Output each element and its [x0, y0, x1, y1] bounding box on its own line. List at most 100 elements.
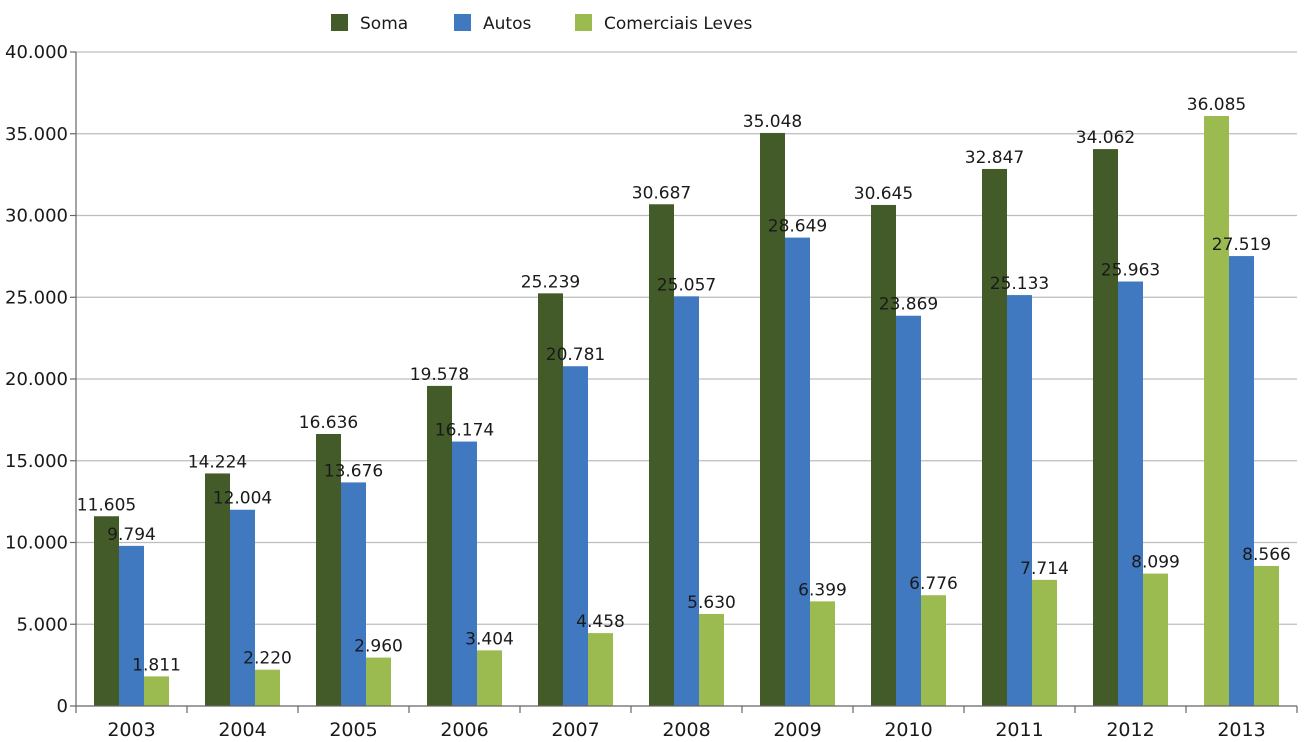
bar-comerciais-leves-2009	[810, 601, 835, 706]
bar-autos-2013	[1229, 256, 1254, 706]
data-label: 34.062	[1076, 128, 1135, 148]
x-tick-label: 2006	[440, 719, 488, 741]
data-label: 4.458	[576, 612, 625, 632]
x-tick-label: 2010	[884, 719, 932, 741]
x-tick-label: 2012	[1106, 719, 1154, 741]
bar-autos-2003	[119, 545, 144, 706]
legend-item: Comerciais Leves	[575, 14, 753, 34]
bar-autos-2005	[341, 482, 366, 706]
y-axis: 0 5.000 10.000 15.000 20.000 25.000 30.000 35.0…	[5, 42, 77, 717]
data-label: 23.869	[879, 295, 938, 315]
legend-swatch	[454, 14, 471, 31]
data-label: 25.963	[1101, 261, 1160, 281]
data-label: 6.399	[798, 580, 847, 600]
bar-comerciais-leves-2011	[1032, 579, 1057, 706]
bar-comerciais-leves-2005	[366, 657, 391, 706]
data-label: 30.687	[632, 183, 691, 203]
x-axis: 2003 2004 2005 2006 2007 2008 2009 2010 2011 2012…	[75, 705, 1298, 741]
legend-swatch	[575, 14, 592, 31]
legend-label: Autos	[483, 14, 531, 34]
data-label: 16.636	[299, 413, 358, 433]
bar-soma-2007	[538, 293, 563, 706]
bar-autos-2011	[1007, 295, 1032, 706]
bar-comerciais-leves-2013	[1254, 565, 1279, 706]
bar-soma-2005	[316, 434, 341, 706]
bars	[94, 116, 1279, 707]
bar-autos-2009	[785, 237, 810, 706]
data-labels: 11.605 9.794 1.811 14.224 12.004 2.220 16.636 1…	[77, 95, 1291, 675]
x-tick-label: 2008	[662, 719, 710, 741]
bar-autos-2010	[896, 315, 921, 706]
legend-item: Autos	[454, 14, 531, 34]
data-label: 8.566	[1242, 545, 1291, 565]
data-label: 32.847	[965, 148, 1024, 168]
bar-soma-2012	[1093, 149, 1118, 706]
bar-comerciais-leves-2008	[699, 613, 724, 706]
bar-soma-2004	[205, 473, 230, 706]
chart-legend: Soma Autos Comerciais Leves	[331, 14, 753, 34]
y-tick-label: 30.000	[5, 206, 68, 227]
bar-soma-2003	[94, 516, 119, 706]
x-tick-label: 2009	[773, 719, 821, 741]
data-label: 5.630	[687, 593, 736, 613]
data-label: 20.781	[546, 345, 605, 365]
bar-autos-2006	[452, 441, 477, 706]
bar-comerciais-leves-2003	[144, 676, 169, 706]
legend-label: Comerciais Leves	[604, 14, 753, 34]
y-tick-label: 25.000	[5, 287, 68, 308]
bar-comerciais-leves-2010	[921, 595, 946, 706]
bar-comerciais-leves-2006	[477, 650, 502, 706]
legend-swatch	[331, 14, 348, 31]
data-label: 35.048	[743, 112, 802, 132]
data-label: 6.776	[909, 574, 958, 594]
y-tick-label: 40.000	[5, 42, 68, 63]
data-label: 9.794	[107, 525, 156, 545]
y-tick-label: 35.000	[5, 124, 68, 145]
data-label: 1.811	[132, 655, 181, 675]
x-tick-label: 2005	[329, 719, 377, 741]
y-tick-label: 0	[57, 696, 68, 717]
data-label: 2.960	[354, 637, 403, 657]
bar-autos-2012	[1118, 281, 1143, 706]
legend-item: Soma	[331, 14, 408, 34]
bar-soma-2006	[427, 385, 452, 706]
x-tick-label: 2007	[551, 719, 599, 741]
bar-soma-2009	[760, 132, 785, 706]
x-tick-label: 2004	[218, 719, 266, 741]
data-label: 16.174	[435, 421, 494, 441]
x-tick-label: 2003	[107, 719, 155, 741]
data-label: 25.239	[521, 272, 580, 292]
bar-soma-2011	[982, 168, 1007, 707]
data-label: 36.085	[1187, 95, 1246, 115]
bar-autos-2004	[230, 509, 255, 706]
bar-autos-2008	[674, 296, 699, 706]
bar-soma-2013	[1204, 116, 1229, 706]
data-label: 7.714	[1020, 559, 1069, 579]
x-tick-label: 2011	[995, 719, 1043, 741]
data-label: 3.404	[465, 629, 514, 649]
bar-comerciais-leves-2012	[1143, 573, 1168, 706]
x-tick-label: 2013	[1217, 719, 1265, 741]
bar-comerciais-leves-2007	[588, 633, 613, 706]
data-label: 28.649	[768, 217, 827, 237]
y-tick-label: 10.000	[5, 533, 68, 554]
y-tick-label: 20.000	[5, 369, 68, 390]
data-label: 19.578	[410, 365, 469, 385]
bar-soma-2010	[871, 204, 896, 706]
bar-comerciais-leves-2004	[255, 669, 280, 706]
data-label: 11.605	[77, 495, 136, 515]
data-label: 30.645	[854, 184, 913, 204]
bar-soma-2008	[649, 204, 674, 706]
y-tick-label: 15.000	[5, 451, 68, 472]
data-label: 25.133	[990, 274, 1049, 294]
y-tick-label: 5.000	[16, 614, 68, 635]
data-label: 25.057	[657, 275, 716, 295]
data-label: 8.099	[1131, 553, 1180, 573]
data-label: 2.220	[243, 649, 292, 669]
data-label: 14.224	[188, 452, 247, 472]
data-label: 12.004	[213, 489, 272, 509]
data-label: 27.519	[1212, 235, 1271, 255]
data-label: 13.676	[324, 461, 383, 481]
bar-autos-2007	[563, 366, 588, 706]
